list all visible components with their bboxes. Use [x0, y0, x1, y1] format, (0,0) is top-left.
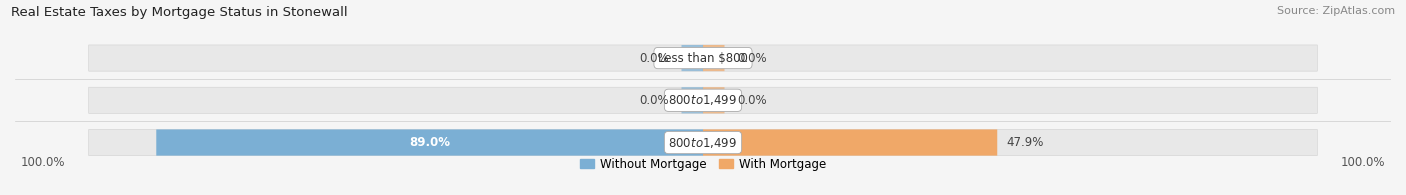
Text: $800 to $1,499: $800 to $1,499	[668, 136, 738, 150]
Text: 89.0%: 89.0%	[409, 136, 450, 149]
Text: Real Estate Taxes by Mortgage Status in Stonewall: Real Estate Taxes by Mortgage Status in …	[11, 6, 347, 19]
FancyBboxPatch shape	[703, 129, 1317, 156]
Text: 100.0%: 100.0%	[1340, 156, 1385, 169]
FancyBboxPatch shape	[703, 87, 1317, 113]
Text: $800 to $1,499: $800 to $1,499	[668, 93, 738, 107]
FancyBboxPatch shape	[703, 129, 997, 156]
FancyBboxPatch shape	[89, 87, 703, 113]
Text: Source: ZipAtlas.com: Source: ZipAtlas.com	[1277, 6, 1395, 16]
Text: 100.0%: 100.0%	[21, 156, 66, 169]
FancyBboxPatch shape	[89, 129, 703, 156]
Text: 0.0%: 0.0%	[640, 51, 669, 65]
Text: 47.9%: 47.9%	[1007, 136, 1043, 149]
Text: 0.0%: 0.0%	[737, 94, 766, 107]
FancyBboxPatch shape	[703, 45, 1317, 71]
Text: 0.0%: 0.0%	[640, 94, 669, 107]
Legend: Without Mortgage, With Mortgage: Without Mortgage, With Mortgage	[575, 153, 831, 175]
Text: 0.0%: 0.0%	[737, 51, 766, 65]
FancyBboxPatch shape	[89, 45, 703, 71]
FancyBboxPatch shape	[682, 87, 703, 113]
FancyBboxPatch shape	[703, 45, 724, 71]
FancyBboxPatch shape	[682, 45, 703, 71]
FancyBboxPatch shape	[703, 87, 724, 113]
FancyBboxPatch shape	[156, 129, 703, 156]
Text: Less than $800: Less than $800	[658, 51, 748, 65]
